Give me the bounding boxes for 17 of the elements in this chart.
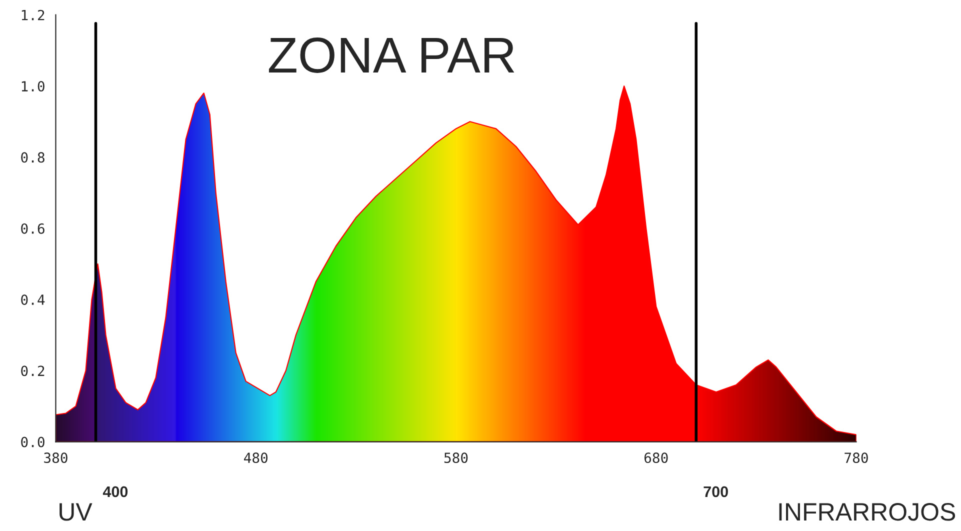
text: UV xyxy=(60,503,92,521)
chart-title: ZONA PAR xyxy=(268,38,514,73)
ref-line-label: 700 xyxy=(704,486,728,498)
y-tick-label: 1.0 xyxy=(22,81,44,92)
y-tick-label: 0.8 xyxy=(21,152,44,163)
y-tick-label: 0.6 xyxy=(21,223,44,234)
x-tick-label: 480 xyxy=(244,452,268,464)
y-tick-label: 0.2 xyxy=(21,366,44,376)
x-tick-label: 580 xyxy=(444,452,468,464)
y-tick-label: 1.2 xyxy=(22,10,44,20)
x-tick-label: 780 xyxy=(844,452,868,464)
x-tick-label: 680 xyxy=(644,452,668,464)
text: INFRARROJOS xyxy=(779,503,956,521)
x-tick-label: 380 xyxy=(44,452,68,464)
y-tick-label: 0.0 xyxy=(21,436,44,448)
ref-line-label: 400 xyxy=(102,486,128,498)
y-tick-label: 0.4 xyxy=(21,294,45,305)
